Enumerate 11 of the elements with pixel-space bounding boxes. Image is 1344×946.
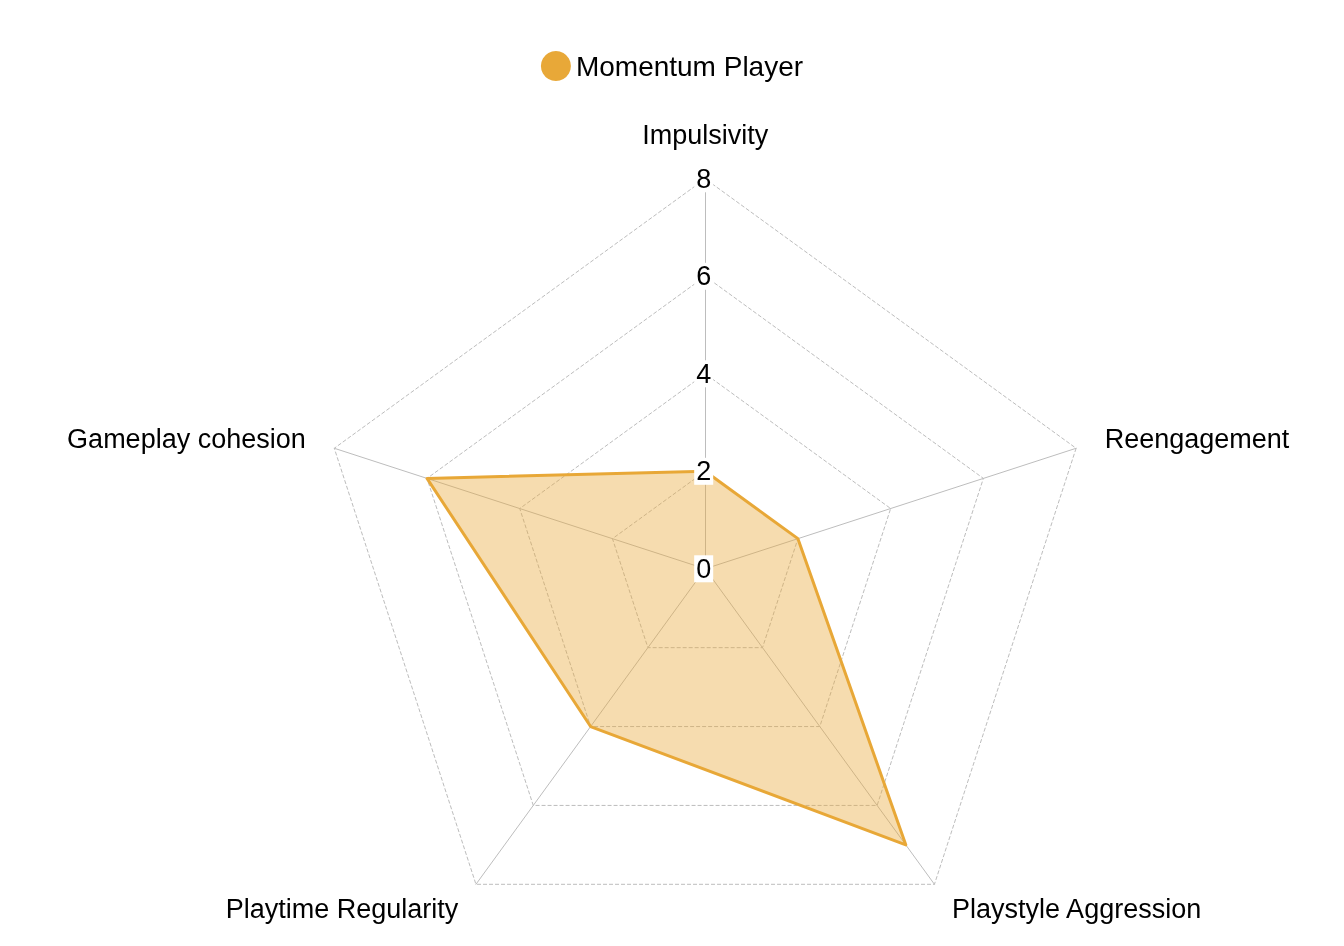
spoke-label: Reengagement	[1104, 424, 1290, 454]
y-tick-label: 8	[696, 163, 712, 194]
y-tick-label: 2	[696, 456, 712, 487]
spoke-label: Gameplay cohesion	[67, 424, 306, 454]
spoke-label: Impulsivity	[642, 120, 769, 151]
y-tick-label: 6	[696, 261, 712, 292]
legend-label: Momentum Player	[575, 50, 804, 82]
y-tick-label: 4	[696, 358, 712, 389]
spoke-label: Playtime Regularity	[225, 893, 459, 924]
y-tick-label: 0	[696, 553, 712, 584]
spoke-label: Playstyle Aggression	[952, 893, 1202, 924]
